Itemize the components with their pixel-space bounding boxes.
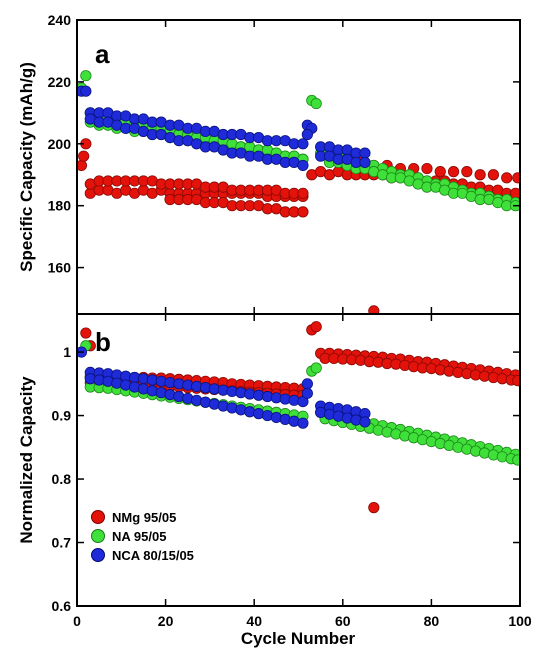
legend-marker-nmg [91, 510, 105, 524]
point-a-nmg-101 [434, 166, 446, 178]
point-b-nca-50 [297, 417, 309, 429]
panel-a: 160 180 200 220 240 a Specific Capacity (mAh… [17, 12, 521, 315]
legend-label-nmg: NMg 95/05 [112, 510, 176, 525]
point-b-na-28 [310, 362, 322, 374]
point-b-nmg-53 [310, 321, 322, 333]
panel-b-x-ticks: 0 20 40 60 80 100 [73, 314, 532, 629]
point-a-nmg-105 [487, 169, 500, 181]
x-axis-label: Cycle Number [241, 629, 356, 648]
point-b-nmg-99 [512, 375, 520, 387]
panel-a-label: a [95, 39, 110, 69]
point-a-nca-26 [297, 138, 309, 150]
y-tick-label-a-4: 240 [48, 12, 72, 28]
point-a-nmg-52 [297, 187, 309, 199]
x-tick-label-1: 20 [158, 613, 174, 629]
legend-marker-na [91, 529, 105, 543]
point-b-nca-51 [301, 378, 313, 390]
panel-a-y-axis-label: Specific Capacity (mAh/g) [17, 62, 36, 272]
y-tick-label-a-0: 160 [48, 260, 72, 276]
y-tick-label-b-4: 1 [63, 344, 71, 360]
panel-b-data-points [77, 321, 520, 514]
point-a-nmg-107 [512, 172, 520, 184]
panel-b-y-ticks: 0.6 0.7 0.8 0.9 1 [52, 344, 520, 614]
panel-b: 0.6 0.7 0.8 0.9 1 0 20 40 60 80 100 b Normalized … [17, 313, 532, 648]
x-tick-label-4: 80 [424, 613, 440, 629]
point-a-nca-51 [297, 159, 309, 172]
x-tick-label-0: 0 [73, 613, 81, 629]
panel-b-y-axis-label: Normalized Capacity [17, 376, 36, 544]
legend-item-nmg: NMg 95/05 [91, 510, 176, 525]
panel-a-data-points [77, 70, 520, 314]
y-tick-label-a-2: 200 [48, 136, 72, 152]
point-a-nca-54 [301, 128, 313, 141]
x-tick-label-5: 100 [508, 613, 532, 629]
point-a-na-53 [310, 97, 322, 110]
y-tick-label-a-3: 220 [48, 74, 72, 90]
point-a-nmg-108 [368, 305, 380, 314]
legend-label-nca: NCA 80/15/05 [112, 548, 194, 563]
y-tick-label-b-1: 0.7 [52, 535, 72, 551]
point-a-nca-66 [359, 156, 371, 168]
point-a-nmg-1 [78, 150, 90, 162]
y-tick-label-a-1: 180 [48, 198, 72, 214]
legend-marker-nca [91, 548, 105, 562]
point-a-nmg-103 [461, 166, 473, 178]
panel-b-label: b [95, 327, 111, 357]
point-a-nca-60 [359, 147, 371, 159]
point-a-nmg-68 [297, 206, 309, 218]
legend-item-nca: NCA 80/15/05 [91, 548, 194, 563]
legend: NMg 95/05 NA 95/05 NCA 80/15/05 [91, 510, 194, 563]
panel-a-y-ticks: 160 180 200 220 240 [48, 12, 521, 314]
legend-item-na: NA 95/05 [91, 529, 166, 544]
y-tick-label-b-3: 0.9 [52, 408, 72, 424]
point-a-nmg-104 [474, 169, 486, 181]
y-tick-label-b-0: 0.6 [52, 598, 72, 614]
point-a-nmg-106 [501, 172, 513, 184]
point-a-nmg-102 [447, 166, 460, 178]
panel-b-frame [76, 313, 521, 607]
x-tick-label-3: 60 [335, 613, 351, 629]
point-b-na-74 [512, 454, 520, 466]
y-tick-label-b-2: 0.8 [52, 471, 72, 487]
point-b-nmg-100 [368, 502, 380, 514]
point-b-nca-52 [301, 387, 313, 399]
point-a-nmg-100 [421, 162, 433, 175]
point-a-na-1 [80, 70, 92, 82]
point-a-nca-1 [80, 85, 92, 97]
point-b-nca-64 [359, 416, 371, 428]
legend-label-na: NA 95/05 [112, 529, 166, 544]
point-b-nmg-0 [80, 327, 92, 339]
x-tick-label-2: 40 [246, 613, 262, 629]
